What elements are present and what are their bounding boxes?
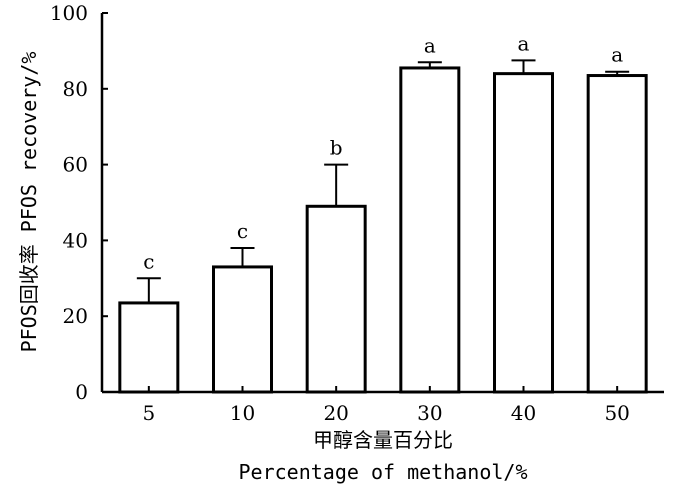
x-tick-label: 30 xyxy=(417,401,442,425)
bar xyxy=(212,265,273,394)
x-tick-label: 50 xyxy=(604,401,629,425)
significance-label: a xyxy=(424,33,436,57)
y-tick-label: 80 xyxy=(63,77,88,101)
bar xyxy=(586,74,648,394)
bars xyxy=(118,66,648,394)
x-axis-title: Percentage of methanol/% xyxy=(239,460,528,484)
x-axis-ticks: 5 10 20 30 40 50 xyxy=(142,386,630,425)
x-tick-label: 5 xyxy=(142,401,155,425)
bar xyxy=(493,72,554,394)
x-tick-label: 20 xyxy=(323,401,348,425)
x-tick-label: 10 xyxy=(230,401,255,425)
y-axis-title: PFOS回收率 PFOS recovery/% xyxy=(17,52,41,353)
error-bars xyxy=(136,59,630,303)
bar xyxy=(305,204,367,394)
significance-label: c xyxy=(143,249,154,273)
x-axis-title-cn: 甲醇含量百分比 xyxy=(313,428,453,452)
significance-label: a xyxy=(518,31,530,55)
significance-label: b xyxy=(330,136,343,160)
y-tick-label: 40 xyxy=(63,228,88,252)
y-tick-label: 60 xyxy=(63,153,88,177)
bar xyxy=(399,66,461,394)
y-tick-label: 0 xyxy=(75,380,88,404)
y-tick-label: 20 xyxy=(63,304,88,328)
significance-labels: c c b a a a xyxy=(143,31,623,273)
significance-label: a xyxy=(611,43,623,67)
y-axis-ticks: 0 20 40 60 80 100 xyxy=(50,1,108,404)
bar xyxy=(118,301,180,394)
y-tick-label: 100 xyxy=(50,1,88,25)
significance-label: c xyxy=(237,219,248,243)
x-tick-label: 40 xyxy=(511,401,536,425)
